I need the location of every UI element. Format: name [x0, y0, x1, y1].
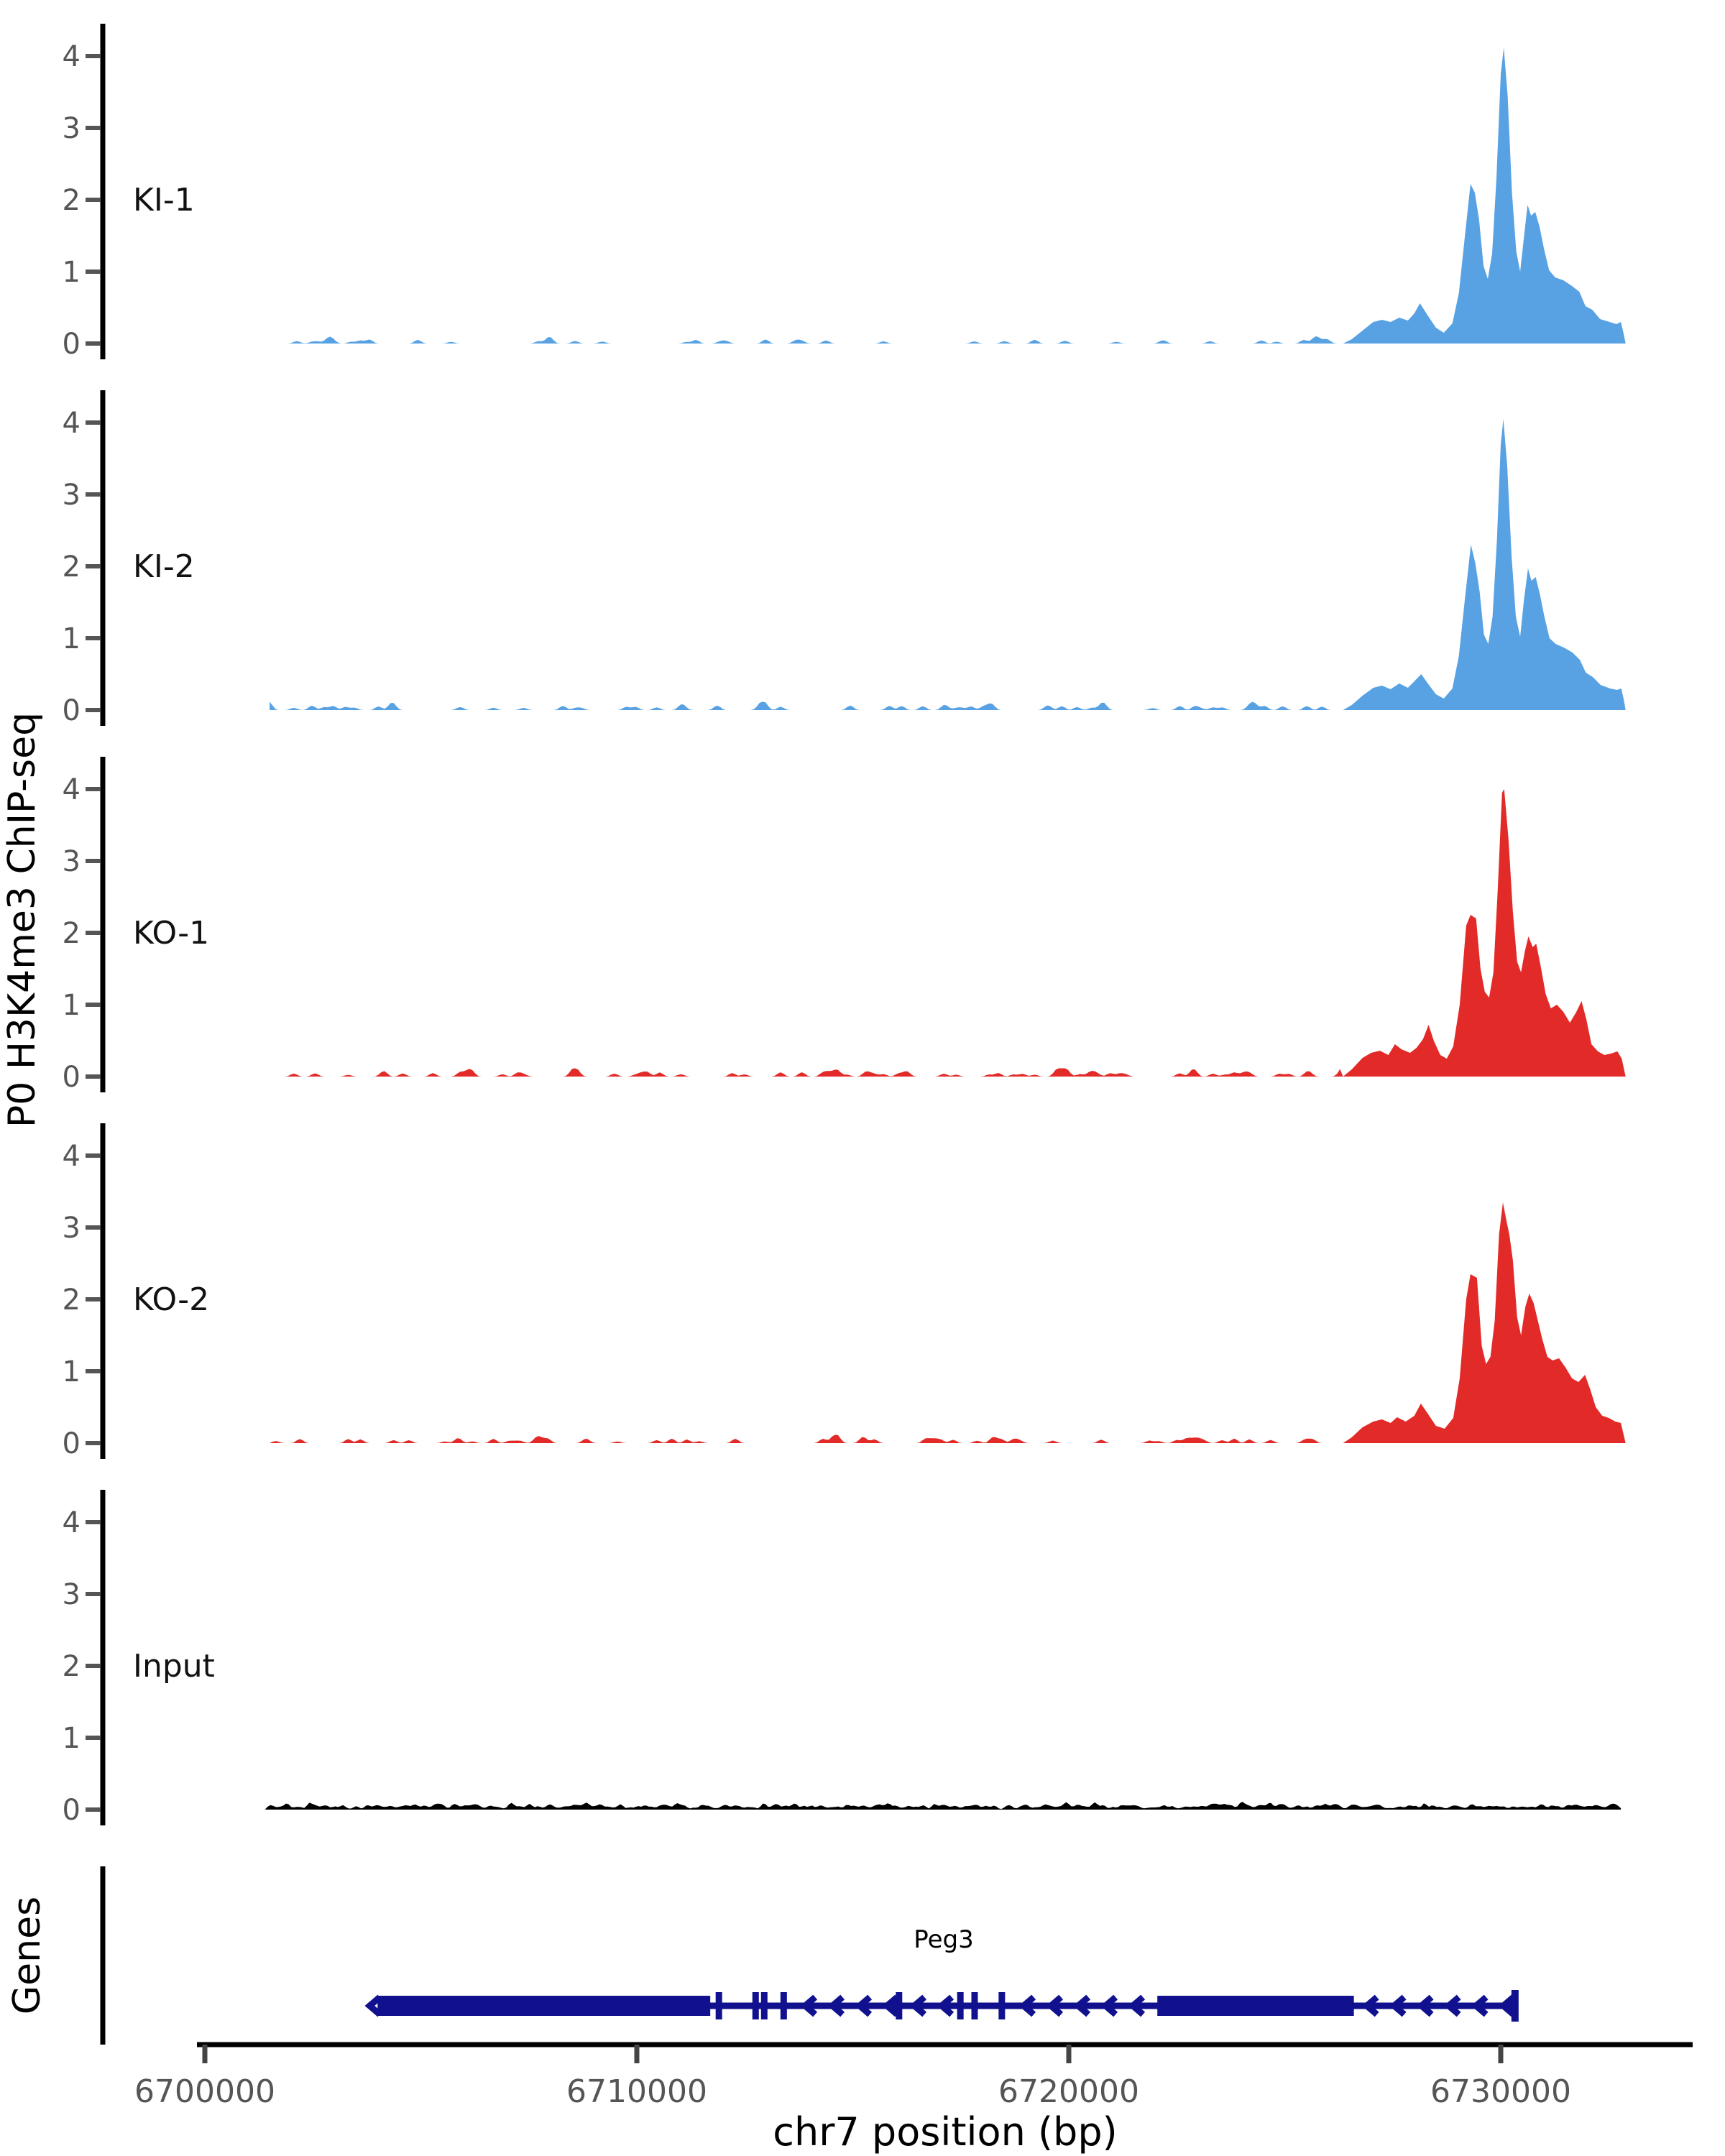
signal-area-ko-1 — [270, 789, 1626, 1077]
y-tick-label: 2 — [63, 550, 80, 584]
strand-arrow-left-icon — [800, 1994, 818, 2017]
gene-exon-box — [1157, 1996, 1354, 2016]
y-tick-label: 1 — [63, 256, 80, 289]
strand-arrow-left-icon — [855, 1994, 873, 2017]
strand-arrow-left-icon — [1416, 1994, 1434, 2017]
gene-exon-box — [377, 1996, 711, 2016]
strand-arrow-left-icon — [827, 1994, 845, 2017]
signal-tracks-layer: 0 1 2 3 4 0 1 2 3 4 0 1 2 3 4 0 1 2 3 4 0 1 2 3 4 — [63, 24, 1626, 1827]
y-tick-label: 0 — [63, 1427, 80, 1460]
gene-model-layer — [100, 1866, 1519, 2045]
track-label-input: Input — [133, 1648, 215, 1685]
track-input: 0 1 2 3 4 — [63, 1490, 1622, 1827]
y-tick-label: 4 — [63, 407, 80, 440]
x-tick-label: 6710000 — [566, 2073, 707, 2110]
x-tick-label: 6720000 — [998, 2073, 1139, 2110]
strand-arrow-left-icon — [1100, 1994, 1118, 2017]
y-tick-label: 4 — [63, 773, 80, 806]
gene-terminal-bar — [1511, 1990, 1519, 2022]
x-tick-label: 6700000 — [134, 2073, 275, 2110]
y-axis-title: P0 H3K4me3 ChIP-seq — [1, 712, 44, 1128]
labels-layer: P0 H3K4me3 ChIP-seq Genes chr7 position … — [1, 182, 1118, 2155]
gene-peg3 — [364, 1990, 1519, 2022]
y-tick-label: 2 — [63, 917, 80, 950]
y-tick-label: 4 — [63, 40, 80, 73]
y-tick-label: 1 — [63, 622, 80, 655]
gene-exon-tick — [896, 1992, 903, 2019]
gene-exon-tick — [715, 1992, 722, 2019]
strand-arrow-left-icon — [909, 1994, 927, 2017]
track-ko-1: 0 1 2 3 4 — [63, 757, 1626, 1094]
y-tick-label: 1 — [63, 1355, 80, 1388]
strand-arrow-left-icon — [1471, 1994, 1489, 2017]
track-ko-2: 0 1 2 3 4 — [63, 1123, 1626, 1460]
strand-arrow-left-icon — [1361, 1994, 1379, 2017]
signal-area-ki-2 — [270, 419, 1626, 710]
signal-area-input — [265, 1802, 1622, 1810]
track-label-ki1: KI-1 — [133, 182, 195, 218]
strand-arrow-left-icon — [1443, 1994, 1461, 2017]
y-tick-label: 1 — [63, 1722, 80, 1755]
track-label-ko2: KO-2 — [133, 1281, 209, 1318]
y-tick-label: 3 — [63, 845, 80, 878]
y-tick-label: 4 — [63, 1506, 80, 1539]
x-axis-layer: 6700000 6710000 6720000 6730000 — [134, 2042, 1693, 2110]
strand-arrow-left-icon — [1046, 1994, 1064, 2017]
y-tick-label: 3 — [63, 479, 80, 512]
gene-exon-tick — [780, 1992, 787, 2019]
y-tick-label: 0 — [63, 328, 80, 361]
y-tick-label: 3 — [63, 1212, 80, 1245]
y-tick-label: 2 — [63, 184, 80, 217]
strand-arrow-left-icon — [1389, 1994, 1407, 2017]
track-label-ki2: KI-2 — [133, 548, 195, 585]
y-tick-label: 0 — [63, 1061, 80, 1094]
gene-exon-tick — [971, 1992, 978, 2019]
gene-exon-tick — [998, 1992, 1006, 2019]
y-tick-label: 0 — [63, 694, 80, 727]
signal-area-ki-1 — [270, 47, 1626, 344]
y-tick-label: 1 — [63, 989, 80, 1022]
y-tick-label: 2 — [63, 1284, 80, 1317]
y-tick-label: 0 — [63, 1794, 80, 1827]
gene-exon-tick — [760, 1992, 768, 2019]
gene-exon-tick — [957, 1992, 964, 2019]
strand-arrow-left-icon — [882, 1994, 900, 2017]
signal-area-ko-2 — [270, 1202, 1626, 1443]
track-ki-2: 0 1 2 3 4 — [63, 390, 1626, 727]
y-tick-label: 2 — [63, 1650, 80, 1683]
gene-name-label: Peg3 — [914, 1925, 973, 1954]
y-tick-label: 4 — [63, 1140, 80, 1173]
track-label-ko1: KO-1 — [133, 915, 209, 952]
strand-arrow-left-icon — [1018, 1994, 1036, 2017]
x-tick-label: 6730000 — [1430, 2073, 1571, 2110]
genes-axis-title: Genes — [6, 1897, 49, 2014]
strand-arrow-left-icon — [364, 1994, 382, 2017]
strand-arrow-left-icon — [1498, 1994, 1516, 2017]
gene-exon-tick — [752, 1992, 759, 2019]
y-tick-label: 3 — [63, 1578, 80, 1611]
track-ki-1: 0 1 2 3 4 — [63, 24, 1626, 361]
y-tick-label: 3 — [63, 112, 80, 145]
strand-arrow-left-icon — [1073, 1994, 1091, 2017]
strand-arrow-left-icon — [1128, 1994, 1146, 2017]
x-axis-title: chr7 position (bp) — [773, 2109, 1117, 2155]
strand-arrow-left-icon — [937, 1994, 954, 2017]
